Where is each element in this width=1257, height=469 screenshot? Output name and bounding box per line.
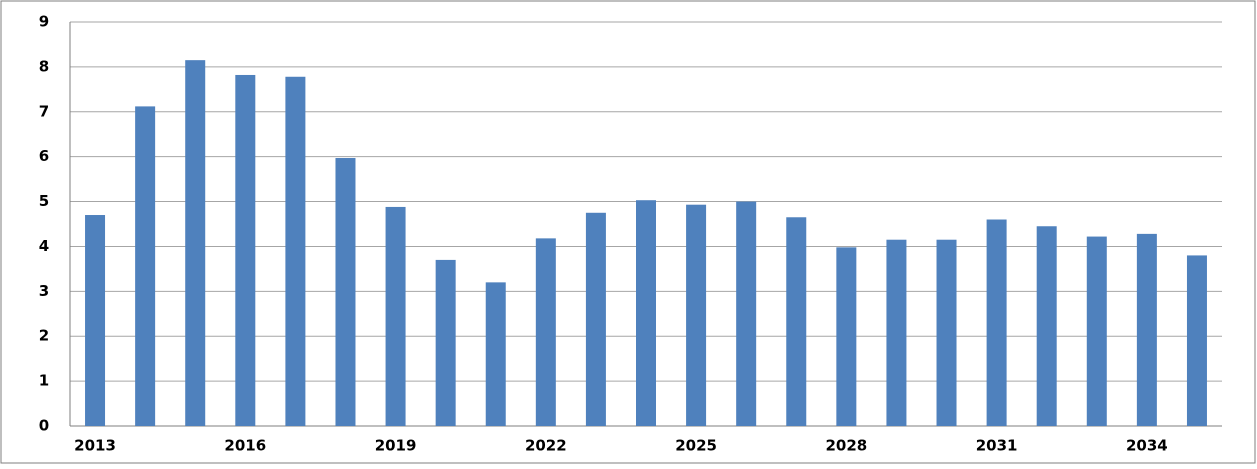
x-tick-label: 2031 [976, 437, 1018, 455]
y-tick-label: 7 [39, 102, 49, 120]
x-tick-label: 2022 [525, 437, 567, 455]
bar [485, 282, 506, 426]
x-tick-label: 2025 [675, 437, 717, 455]
bar [936, 239, 957, 426]
bar [585, 212, 606, 426]
y-tick-label: 0 [39, 417, 49, 435]
bar [986, 219, 1007, 426]
y-tick-label: 3 [39, 282, 49, 300]
bar [385, 206, 406, 426]
y-tick-label: 5 [39, 192, 49, 210]
bar [1086, 236, 1107, 426]
bar [886, 239, 907, 426]
bar [435, 259, 456, 426]
x-tick-label: 2034 [1126, 437, 1168, 455]
bar [686, 204, 707, 426]
bar [786, 217, 807, 426]
bar [1186, 255, 1207, 426]
bar [285, 76, 306, 427]
bar [736, 201, 757, 426]
bar [235, 74, 256, 427]
bar [1136, 233, 1157, 426]
x-tick-label: 2013 [74, 437, 116, 455]
bar [1036, 226, 1057, 426]
y-tick-label: 9 [39, 13, 49, 31]
y-tick-label: 4 [39, 237, 49, 255]
y-tick-label: 1 [39, 372, 49, 390]
bar [85, 215, 106, 426]
bar [185, 60, 206, 427]
bar [135, 106, 156, 426]
y-tick-label: 8 [39, 57, 49, 75]
x-tick-label: 2028 [825, 437, 867, 455]
y-tick-label: 2 [39, 327, 49, 345]
bar [335, 158, 356, 426]
x-tick-label: 2016 [224, 437, 266, 455]
y-tick-label: 6 [39, 147, 49, 165]
bar [535, 238, 556, 426]
bar [636, 200, 656, 426]
x-tick-label: 2019 [375, 437, 417, 455]
bar [836, 247, 857, 426]
